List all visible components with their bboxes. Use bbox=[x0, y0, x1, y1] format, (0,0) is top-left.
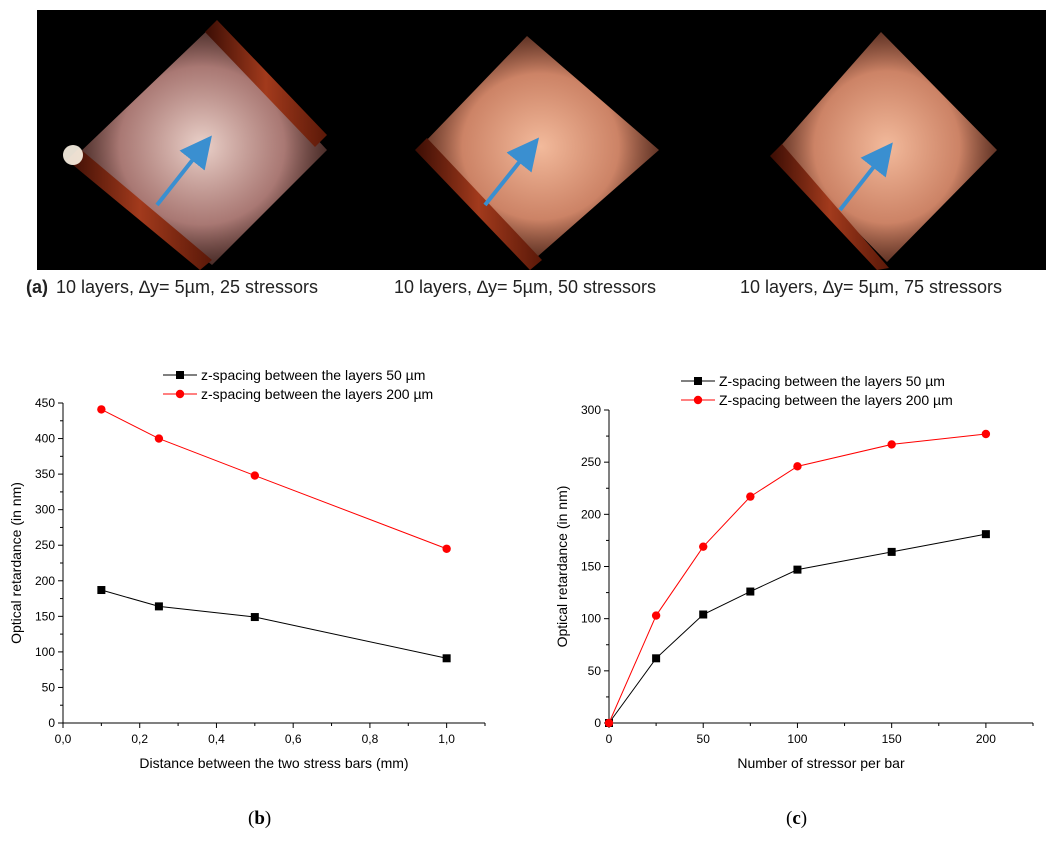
y-tick-label: 0 bbox=[594, 716, 601, 730]
data-point bbox=[97, 586, 106, 595]
data-point bbox=[442, 544, 451, 553]
legend-marker bbox=[175, 389, 185, 399]
specimen-50-stressors bbox=[415, 36, 659, 270]
data-point bbox=[154, 602, 163, 611]
specimen-25-stressors bbox=[63, 20, 327, 270]
data-point bbox=[604, 718, 614, 728]
data-point bbox=[887, 440, 896, 449]
y-tick-label: 300 bbox=[35, 503, 55, 517]
x-tick-label: 200 bbox=[976, 732, 996, 746]
legend-marker bbox=[693, 395, 703, 405]
data-point bbox=[250, 471, 260, 480]
data-point bbox=[981, 429, 991, 439]
series-line-1 bbox=[101, 408, 447, 550]
y-tick-label: 300 bbox=[581, 403, 601, 417]
series-line-0 bbox=[608, 533, 986, 724]
data-point bbox=[97, 405, 106, 414]
y-axis-title: Optical retardance (in nm) bbox=[8, 482, 24, 644]
legend-label: z-spacing between the layers 200 µm bbox=[201, 386, 433, 402]
y-tick-label: 150 bbox=[35, 609, 55, 623]
x-tick-label: 1,0 bbox=[438, 732, 455, 746]
y-tick-label: 400 bbox=[35, 432, 55, 446]
data-point bbox=[699, 542, 708, 551]
y-tick-label: 450 bbox=[35, 396, 55, 410]
caption-25-stressors: (a) 10 layers, ∆y= 5µm, 25 stressors bbox=[26, 277, 318, 298]
legend-marker bbox=[176, 371, 184, 379]
x-axis-title: Distance between the two stress bars (mm… bbox=[139, 755, 408, 771]
caption-50-stressors: 10 layers, ∆y= 5µm, 50 stressors bbox=[394, 277, 656, 298]
data-point bbox=[652, 654, 661, 663]
y-tick-label: 50 bbox=[42, 680, 56, 694]
x-tick-label: 0,6 bbox=[285, 732, 302, 746]
x-axis-title: Number of stressor per bar bbox=[737, 755, 905, 771]
caption-text: 10 layers, ∆y= 5µm, 25 stressors bbox=[56, 277, 318, 297]
caption-text: 10 layers, ∆y= 5µm, 50 stressors bbox=[394, 277, 656, 297]
legend-label: z-spacing between the layers 50 µm bbox=[201, 367, 425, 383]
y-tick-label: 200 bbox=[581, 507, 601, 521]
caption-text: 10 layers, ∆y= 5µm, 75 stressors bbox=[740, 277, 1002, 297]
y-axis-title: Optical retardance (in nm) bbox=[554, 486, 570, 648]
y-tick-label: 50 bbox=[588, 664, 602, 678]
data-point bbox=[442, 654, 451, 663]
y-tick-label: 200 bbox=[35, 574, 55, 588]
x-tick-label: 0,8 bbox=[362, 732, 379, 746]
x-tick-label: 50 bbox=[697, 732, 711, 746]
y-tick-label: 350 bbox=[35, 467, 55, 481]
birefringence-image-strip bbox=[37, 10, 1046, 270]
data-point bbox=[746, 587, 755, 596]
data-point bbox=[746, 492, 755, 501]
panel-label-b: (b) bbox=[248, 808, 272, 829]
y-tick-label: 100 bbox=[35, 645, 55, 659]
data-point bbox=[793, 462, 802, 471]
y-tick-label: 250 bbox=[35, 538, 55, 552]
series-line-1 bbox=[608, 433, 986, 724]
caption-75-stressors: 10 layers, ∆y= 5µm, 75 stressors bbox=[740, 277, 1002, 298]
y-tick-label: 0 bbox=[48, 716, 55, 730]
x-tick-label: 150 bbox=[882, 732, 902, 746]
specimen-75-stressors bbox=[770, 32, 997, 270]
data-point bbox=[699, 610, 708, 619]
panel-label-a: (a) bbox=[26, 277, 48, 297]
y-tick-label: 150 bbox=[581, 560, 601, 574]
y-tick-label: 250 bbox=[581, 455, 601, 469]
panel-label-c: (c) bbox=[786, 808, 808, 829]
y-tick-label: 100 bbox=[581, 612, 601, 626]
data-point bbox=[154, 434, 164, 443]
x-tick-label: 0 bbox=[606, 732, 613, 746]
legend-label: Z-spacing between the layers 200 µm bbox=[719, 392, 953, 408]
x-tick-label: 0,4 bbox=[208, 732, 225, 746]
legend-label: Z-spacing between the layers 50 µm bbox=[719, 373, 945, 389]
x-tick-label: 0,2 bbox=[131, 732, 148, 746]
series-line-0 bbox=[101, 589, 447, 659]
data-point bbox=[793, 565, 802, 574]
data-point bbox=[250, 613, 259, 622]
chart-retardance-vs-stressors: 0 50 100 150 200 250 300 0 50 100 150 200 Number of … bbox=[554, 373, 1034, 771]
data-point bbox=[651, 611, 661, 620]
legend-marker bbox=[694, 377, 702, 385]
x-tick-label: 0,0 bbox=[55, 732, 72, 746]
data-point bbox=[887, 547, 896, 556]
x-tick-label: 100 bbox=[787, 732, 807, 746]
data-point bbox=[981, 530, 990, 539]
chart-retardance-vs-distance: 0 50 100 150 200 250 300 350 400 450 0,0 0,2 0,4 0,6 0… bbox=[8, 367, 486, 771]
